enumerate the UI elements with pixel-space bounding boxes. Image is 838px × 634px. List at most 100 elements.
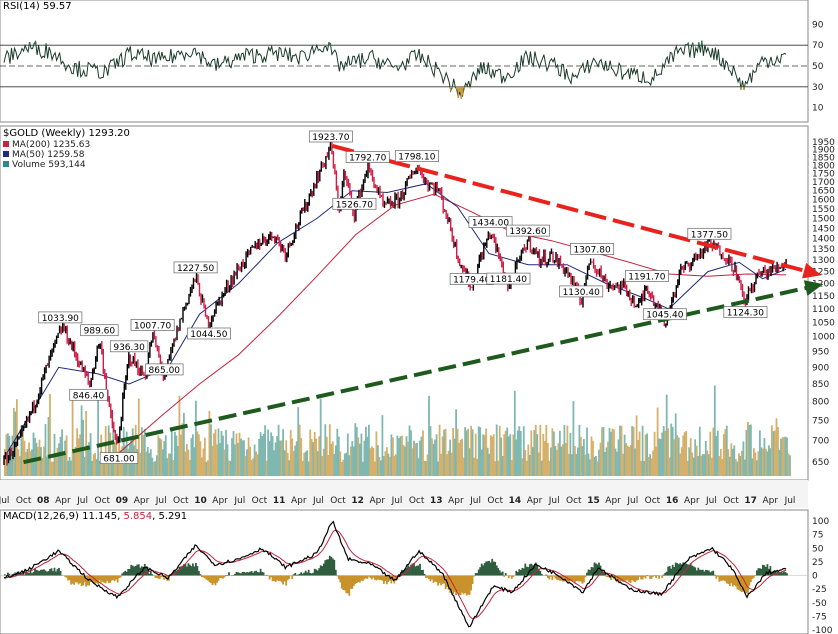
volume-bar [601, 427, 603, 476]
macd-histogram-bar [280, 575, 283, 583]
macd-histogram-bar [414, 566, 417, 576]
volume-bar [380, 460, 382, 476]
macd-histogram-bar [288, 575, 291, 579]
macd-histogram-bar [453, 575, 456, 592]
volume-bar [339, 451, 342, 476]
volume-bar [682, 435, 685, 476]
volume-bar [401, 435, 403, 476]
legend-swatch [3, 141, 9, 147]
macd-histogram-bar [303, 572, 306, 576]
macd-histogram-bar [748, 575, 751, 586]
macd-histogram-bar [262, 572, 265, 576]
macd-histogram-bar [584, 575, 587, 578]
volume-bar [674, 413, 677, 476]
x-tick-label: Oct [16, 496, 32, 506]
macd-histogram-bar [316, 570, 319, 576]
volume-bar [688, 447, 691, 476]
macd-histogram-bar [142, 567, 145, 576]
volume-bar [97, 396, 99, 476]
macd-histogram-bar [527, 567, 530, 576]
volume-bar [733, 445, 736, 476]
macd-histogram-bar [186, 566, 188, 576]
volume-bar [759, 430, 761, 476]
macd-tick-label: -75 [812, 612, 827, 622]
macd-histogram-bar [655, 575, 657, 578]
volume-bar [428, 395, 430, 476]
x-tick-label: Oct [409, 496, 425, 506]
price-annotation-box [559, 285, 604, 298]
volume-bar [449, 439, 451, 476]
macd-histogram-bar [607, 575, 609, 578]
macd-histogram-bar [425, 575, 427, 578]
volume-bar [348, 455, 351, 476]
macd-histogram-bar [458, 575, 460, 595]
volume-bar [751, 458, 754, 476]
volume-bar [249, 446, 251, 476]
price-annotation: 1045.40 [646, 311, 683, 321]
volume-bar [668, 457, 671, 476]
macd-histogram-bar [349, 575, 352, 589]
macd-histogram-bar [649, 575, 651, 579]
volume-bar [614, 448, 617, 476]
macd-histogram-bar [509, 575, 512, 577]
macd-histogram-bar [470, 575, 472, 591]
volume-bar [540, 460, 543, 476]
volume-bar [250, 460, 253, 476]
volume-bar [345, 452, 348, 476]
macd-histogram-bar [210, 575, 212, 584]
volume-bar [494, 461, 497, 476]
macd-histogram-bar [88, 575, 90, 586]
macd-histogram-bar [479, 567, 482, 576]
macd-histogram-bar [416, 565, 418, 576]
volume-bar [468, 448, 471, 476]
volume-bar [217, 428, 220, 476]
volume-bar [274, 442, 277, 476]
volume-bar [595, 456, 597, 476]
macd-histogram-bar [107, 575, 110, 584]
macd-histogram-bar [122, 572, 125, 576]
volume-bar [774, 430, 776, 476]
price-annotation-box [186, 327, 231, 340]
volume-bar [146, 447, 149, 476]
macd-histogram-bar [255, 570, 257, 576]
volume-bar [716, 430, 719, 476]
volume-bar [235, 433, 238, 476]
macd-histogram-bar [91, 575, 93, 583]
price-panel [0, 125, 809, 481]
macd-histogram-bar [456, 575, 459, 592]
macd-histogram-bar [38, 570, 41, 576]
volume-bar [58, 443, 60, 476]
macd-histogram-bar [103, 575, 106, 583]
macd-histogram-bar [378, 575, 381, 581]
volume-bar [662, 426, 665, 476]
volume-bar [459, 439, 462, 476]
volume-bar [94, 453, 96, 476]
macd-histogram-bar [601, 569, 603, 576]
price-annotation: 1179.40 [453, 276, 490, 286]
volume-bar [158, 438, 161, 476]
volume-bar [465, 430, 468, 476]
volume-bar [775, 418, 778, 476]
macd-histogram-bar [578, 575, 581, 582]
macd-histogram-bar [205, 575, 208, 580]
volume-bar [739, 456, 742, 476]
price-axis: 1950190018501800175017001650160015501500… [812, 138, 835, 468]
volume-bar [766, 451, 769, 476]
macd-histogram-bar [547, 575, 549, 578]
macd-histogram-bar [285, 575, 288, 586]
volume-bar [476, 458, 479, 476]
macd-histogram-bar [628, 575, 630, 583]
volume-bar [169, 453, 172, 476]
volume-bar [492, 434, 495, 476]
macd-histogram-bar [688, 564, 691, 576]
volume-bar [318, 436, 321, 476]
volume-bar [438, 424, 441, 476]
macd-histogram-bar [691, 565, 694, 576]
volume-bar [495, 424, 498, 476]
macd-histogram-bar [554, 575, 557, 579]
x-tick-label: Jul [391, 496, 403, 506]
volume-bar [183, 412, 185, 476]
volume-bar [365, 426, 367, 476]
macd-histogram-bar [518, 569, 521, 576]
volume-bar [184, 451, 187, 476]
